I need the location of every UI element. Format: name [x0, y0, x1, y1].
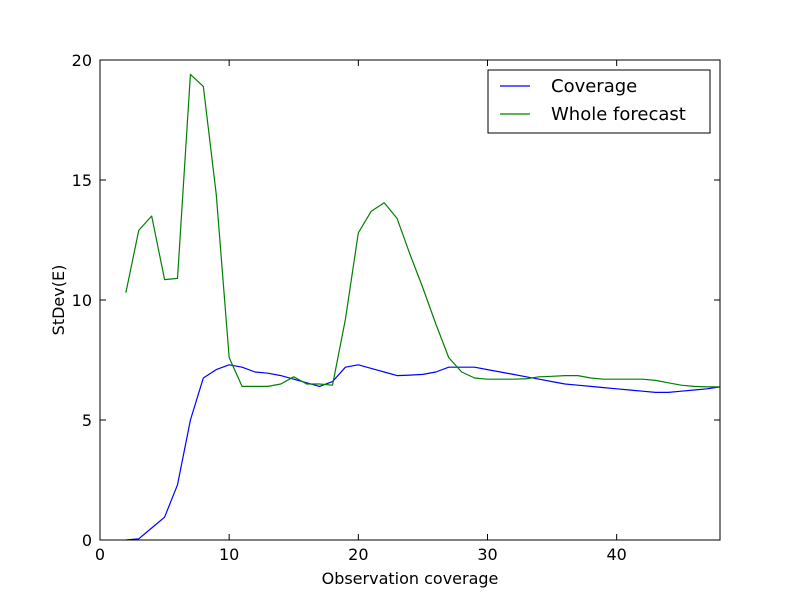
legend: Coverage Whole forecast: [487, 69, 711, 134]
ticks-layer: 0 10 20 30 40 0 5 10 15 20: [72, 51, 720, 564]
y-tick-label: 0: [82, 531, 92, 550]
legend-label: Whole forecast: [551, 104, 686, 125]
x-tick-label: 30: [477, 545, 497, 564]
x-tick-label: 10: [219, 545, 239, 564]
series-line-coverage: [125, 364, 721, 541]
y-tick-label: 20: [72, 51, 92, 70]
lines-layer: [125, 73, 721, 541]
x-axis-label: Observation coverage: [322, 569, 499, 588]
y-axis-label: StDev(E): [49, 265, 68, 336]
x-tick-label: 0: [95, 545, 105, 564]
y-tick-label: 5: [82, 411, 92, 430]
series-line-whole-forecast: [125, 73, 720, 388]
y-tick-label: 15: [72, 171, 92, 190]
x-tick-label: 20: [348, 545, 368, 564]
plot-area: [100, 60, 720, 540]
y-tick-label: 10: [72, 291, 92, 310]
legend-label: Coverage: [551, 76, 637, 97]
legend-box: [487, 69, 711, 134]
x-tick-label: 40: [606, 545, 626, 564]
